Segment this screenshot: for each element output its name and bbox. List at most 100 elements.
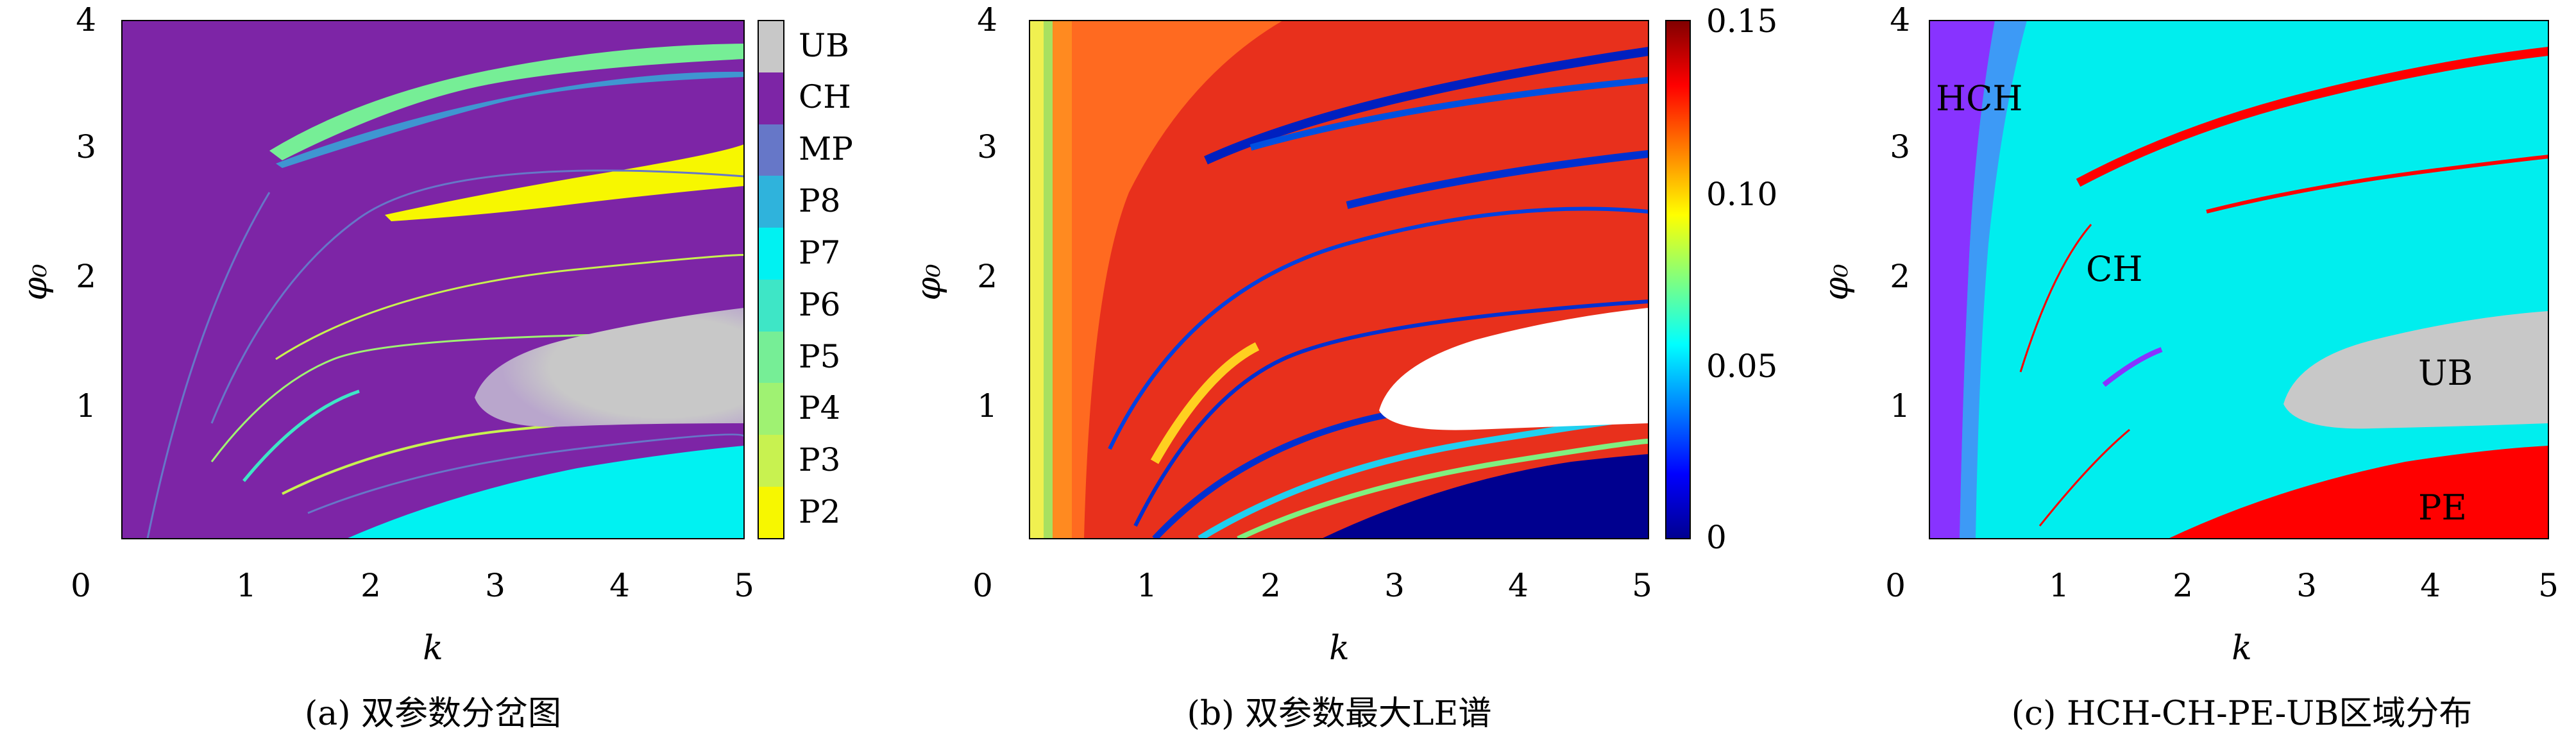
panel-a-arc-5	[242, 389, 360, 482]
panel-c: HCH CH UB PE 1 2 3 4 0 1 2 3 4 5 φ₀ k (c…	[1817, 1, 2559, 733]
panel-c-hch-region	[1929, 21, 1995, 539]
panel-b-blue-arc-2	[1250, 77, 1648, 151]
panel-b-colorbar: 0.15 0.10 0.05 0	[1665, 3, 1777, 556]
x-tick-a-0: 0	[71, 567, 91, 604]
panel-c-region-labels: HCH CH UB PE	[1936, 78, 2473, 528]
colorbar-b-tick-010: 0.10	[1706, 176, 1777, 213]
colorbar-a-P3	[758, 435, 784, 487]
y-tick-b-4: 4	[977, 1, 997, 38]
x-tick-c-3: 3	[2296, 567, 2317, 604]
panel-c-pe-arc-upper	[2076, 47, 2548, 187]
colorbar-a-label-P7: P7	[799, 234, 840, 271]
colorbar-a-P2	[758, 487, 784, 539]
x-tick-a-5: 5	[734, 567, 754, 604]
colorbar-a-label-CH: CH	[799, 78, 851, 115]
panel-c-ub-region	[2284, 311, 2548, 429]
panel-b-frame	[1029, 20, 1649, 539]
colorbar-a-label-UB: UB	[799, 27, 849, 64]
colorbar-a-label-P2: P2	[799, 493, 840, 530]
panel-b-left-strip-orange	[1053, 21, 1072, 539]
x-tick-b-4: 4	[1508, 567, 1529, 604]
panel-b-left-strip-yellow	[1030, 21, 1044, 539]
y-tick-a-4: 4	[76, 1, 96, 38]
x-tick-a-2: 2	[360, 567, 381, 604]
colorbar-a-CH	[758, 72, 784, 124]
panel-c-hch-spot	[2102, 347, 2163, 387]
x-tick-c-0: 0	[1885, 567, 1906, 604]
panel-a-y-ticks: 1 2 3 4	[76, 1, 96, 425]
panel-c-pe-arc-low	[2038, 428, 2130, 527]
x-tick-b-5: 5	[1632, 567, 1652, 604]
colorbar-a-UB	[758, 21, 784, 72]
panel-b-left-strip-green	[1044, 21, 1053, 539]
panel-a-p2-band	[385, 144, 744, 221]
x-tick-c-2: 2	[2173, 567, 2193, 604]
y-tick-a-1: 1	[76, 387, 96, 425]
colorbar-b-tick-015: 0.15	[1706, 3, 1777, 40]
colorbar-a-label-P5: P5	[799, 338, 840, 375]
x-tick-b-2: 2	[1260, 567, 1281, 604]
y-tick-b-3: 3	[977, 128, 997, 165]
colorbar-a-P8	[758, 176, 784, 228]
panel-a-ylabel: φ₀	[16, 264, 55, 300]
panel-c-pe-arc-mid	[2206, 155, 2548, 214]
panel-a-p5-band	[269, 44, 744, 160]
y-tick-c-1: 1	[1890, 387, 1910, 425]
panel-b-y-ticks: 1 2 3 4	[977, 1, 997, 425]
panel-a-caption: (a) 双参数分岔图	[305, 695, 561, 733]
panel-b-yellow-arc	[1150, 342, 1260, 464]
panel-c-pe-arc-left	[2019, 224, 2092, 373]
panel-b-blue-arc-1	[1204, 47, 1648, 165]
panel-a-x-ticks: 0 1 2 3 4 5	[71, 567, 754, 604]
colorbar-a-P6	[758, 280, 784, 332]
panel-c-x-ticks: 0 1 2 3 4 5	[1885, 567, 2559, 604]
y-tick-a-3: 3	[76, 128, 96, 165]
x-tick-c-1: 1	[2049, 567, 2069, 604]
panel-a: UB CH MP P8 P7 P6 P5 P4 P3 P2 1 2 3 4 0 …	[16, 1, 853, 733]
region-label-ub: UB	[2418, 353, 2473, 393]
panel-c-caption: (c) HCH-CH-PE-UB区域分布	[2012, 695, 2473, 733]
panel-a-plot-area	[122, 21, 744, 539]
panel-b-green-arc	[1237, 439, 1648, 539]
panel-c-pe-region	[2168, 446, 2548, 539]
panel-b-low-le-region	[1321, 454, 1648, 539]
panel-c-plot-area	[1929, 21, 2548, 539]
panel-b-blue-arc-3	[1346, 150, 1648, 209]
x-tick-b-0: 0	[972, 567, 993, 604]
panel-a-ub-region	[475, 308, 744, 427]
colorbar-b-tick-0: 0	[1706, 519, 1727, 556]
panel-a-arc-1	[146, 192, 271, 539]
colorbar-a-label-MP: MP	[799, 130, 853, 167]
x-tick-a-3: 3	[485, 567, 505, 604]
panel-b-plot-area	[1030, 21, 1648, 539]
colorbar-a-label-P6: P6	[799, 286, 840, 323]
panel-a-frame	[121, 20, 745, 539]
region-label-ch: CH	[2086, 249, 2142, 289]
region-label-hch: HCH	[1936, 78, 2023, 119]
panel-a-arc-7	[307, 434, 744, 514]
panel-c-ylabel: φ₀	[1817, 264, 1856, 300]
panel-b-ylabel: φ₀	[910, 264, 948, 300]
panel-c-xlabel: k	[2232, 629, 2252, 668]
panel-c-frame	[1929, 20, 2549, 539]
colorbar-a-label-P3: P3	[799, 441, 840, 478]
region-label-pe: PE	[2418, 487, 2467, 528]
panel-a-arc-3	[275, 254, 744, 360]
panel-b-blue-arc-5	[1133, 299, 1648, 527]
panel-b-caption: (b) 双参数最大LE谱	[1187, 695, 1492, 733]
panel-b-blue-arc-4	[1108, 207, 1648, 450]
y-tick-c-3: 3	[1890, 128, 1910, 165]
colorbar-a-P5	[758, 332, 784, 383]
panel-c-y-ticks: 1 2 3 4	[1890, 1, 1910, 425]
panel-b-x-ticks: 0 1 2 3 4 5	[972, 567, 1652, 604]
panel-c-hch-scatter	[1960, 21, 2027, 539]
panel-a-p7-region	[346, 446, 744, 539]
colorbar-b-tick-005: 0.05	[1706, 348, 1777, 385]
colorbar-a-label-P4: P4	[799, 389, 840, 426]
panel-b-xlabel: k	[1329, 629, 1350, 668]
colorbar-a-frame	[758, 20, 784, 539]
colorbar-a-P4	[758, 383, 784, 435]
panel-a-arc-2	[210, 169, 744, 424]
colorbar-a-P7	[758, 228, 784, 280]
panel-b-orange-upper	[1072, 21, 1283, 539]
